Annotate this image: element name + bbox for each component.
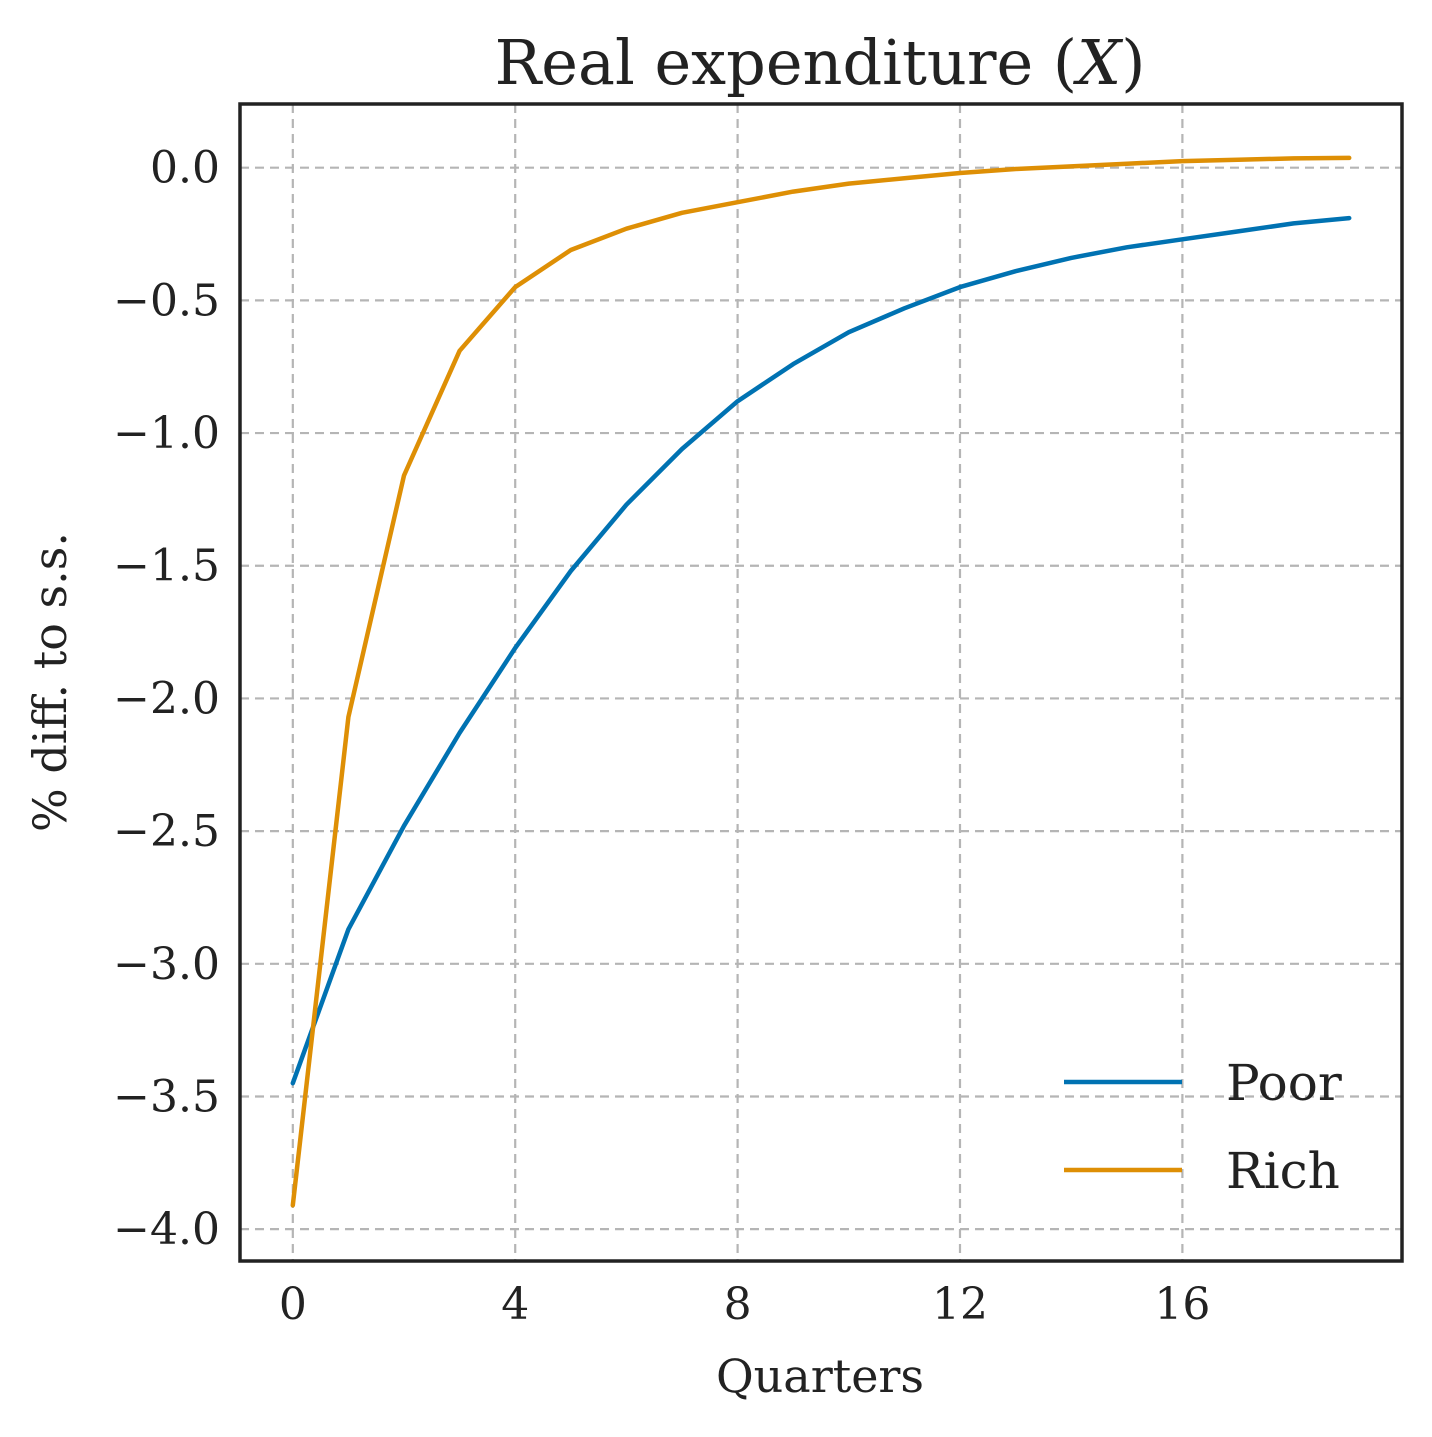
y-tick-label: −0.5 bbox=[113, 275, 220, 326]
x-axis-label: Quarters bbox=[716, 1349, 924, 1403]
series-line-poor bbox=[290, 215, 1352, 1086]
plot-frame bbox=[238, 102, 1404, 1263]
x-axis-ticks: 0 4 8 12 16 bbox=[279, 1279, 1211, 1330]
series-group bbox=[290, 155, 1352, 1208]
chart-title: Real expenditure (X) bbox=[495, 26, 1146, 99]
y-tick-label: −3.0 bbox=[113, 939, 220, 990]
x-tick-label: 0 bbox=[279, 1279, 307, 1330]
legend-label-poor: Poor bbox=[1226, 1054, 1342, 1112]
y-tick-label: −3.5 bbox=[113, 1071, 220, 1122]
series-line-rich bbox=[290, 155, 1352, 1208]
x-tick-label: 4 bbox=[501, 1279, 529, 1330]
legend-label-rich: Rich bbox=[1226, 1142, 1340, 1200]
x-tick-label: 8 bbox=[724, 1279, 752, 1330]
y-tick-label: −2.0 bbox=[113, 673, 220, 724]
chart-title-symbol: X bbox=[1073, 26, 1124, 99]
legend: Poor Rich bbox=[1064, 1054, 1342, 1200]
y-tick-label: −2.5 bbox=[113, 806, 220, 857]
grid bbox=[240, 104, 1402, 1261]
y-axis-ticks: 0.0 −0.5 −1.0 −1.5 −2.0 −2.5 −3.0 −3.5 −4.0 bbox=[113, 143, 220, 1255]
y-tick-label: −1.0 bbox=[113, 408, 220, 459]
y-tick-label: −4.0 bbox=[113, 1204, 220, 1255]
x-tick-label: 12 bbox=[932, 1279, 988, 1330]
y-axis-label: % diff. to s.s. bbox=[23, 532, 77, 832]
y-tick-label: −1.5 bbox=[113, 541, 220, 592]
x-tick-label: 16 bbox=[1154, 1279, 1210, 1330]
y-tick-label: 0.0 bbox=[150, 143, 220, 194]
